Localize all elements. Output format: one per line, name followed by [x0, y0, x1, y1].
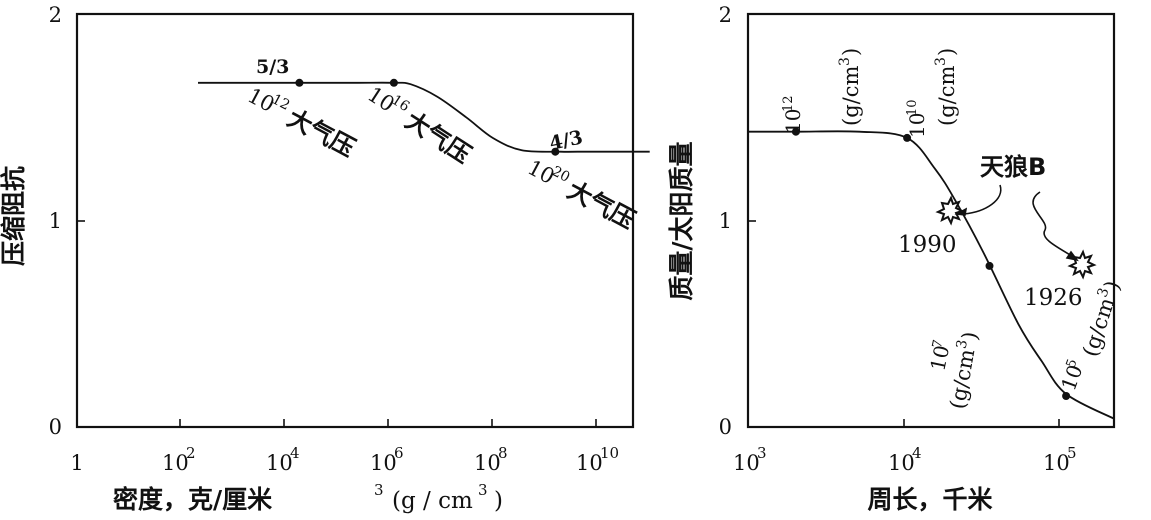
left-data-point-3: [551, 147, 560, 156]
svg-text:10: 10: [733, 451, 760, 475]
svg-text:3: 3: [837, 57, 853, 66]
svg-text:2: 2: [186, 444, 196, 462]
right-y-tick-label-1: 1: [719, 209, 732, 233]
svg-text:12: 12: [781, 95, 796, 112]
right-y-tick-label-2: 2: [719, 3, 732, 27]
right-data-point-4: [1062, 392, 1071, 400]
frac-4-3: 4/3: [547, 126, 584, 154]
svg-text:3: 3: [933, 57, 949, 66]
right-y-tick-label-0: 0: [719, 415, 732, 439]
svg-text:10: 10: [266, 451, 293, 475]
svg-text:8: 8: [498, 444, 508, 462]
sirius-b-1990-marker: [935, 195, 965, 226]
svg-text:10: 10: [370, 451, 397, 475]
left-data-point-1: [295, 78, 304, 87]
left-x-tick-label-10-4: 10 4: [266, 444, 300, 475]
svg-text:12: 12: [269, 91, 292, 113]
svg-text:10: 10: [888, 451, 915, 475]
left-y-tick-label-0: 0: [49, 415, 62, 439]
arrow-to-1990: [963, 184, 1002, 215]
svg-text:10: 10: [1043, 451, 1070, 475]
svg-text:10: 10: [781, 109, 805, 134]
left-x-tick-label-10-8: 10 8: [474, 444, 508, 475]
svg-text:10: 10: [925, 343, 954, 373]
svg-text:(g / cm: (g / cm: [392, 488, 473, 514]
arrowhead-1926: [1065, 250, 1079, 262]
svg-text:(g/cm: (g/cm: [935, 66, 959, 126]
svg-text:大气压: 大气压: [563, 176, 640, 235]
arrowhead-1990: [954, 207, 968, 216]
left-x-tick-label-10-2: 10 2: [162, 444, 196, 475]
left-x-tick-label-10-6: 10 6: [370, 444, 404, 475]
svg-text:): ): [839, 48, 863, 56]
left-series-markers: [295, 78, 560, 156]
density-unit-10-10: (g/cm 3 ): [933, 48, 959, 126]
right-chart: 0 1 2 10 3 10 4 10 5 10 12 (g/cm 3 ): [667, 3, 1125, 514]
arrow-to-1926: [1032, 191, 1073, 257]
frac-5-3: 5/3: [256, 56, 289, 78]
left-y-tick-label-2: 2: [49, 3, 62, 27]
svg-text:20: 20: [549, 163, 572, 185]
right-x-tick-label-10-4: 10 4: [888, 444, 922, 475]
svg-text:10: 10: [905, 99, 920, 116]
left-plot-frame: [75, 12, 635, 429]
pressure-label-10-20: 10 20 大气压: [524, 155, 640, 235]
year-1926-label: 1926: [1024, 285, 1083, 311]
sirius-b-label: 天狼B: [980, 153, 1046, 181]
svg-text:5: 5: [1067, 444, 1077, 462]
density-label-10-7: 10 7: [925, 338, 954, 373]
right-data-point-1: [791, 127, 800, 136]
right-x-axis-title: 周长，千米: [867, 485, 993, 514]
svg-text:大气压: 大气压: [283, 104, 360, 163]
right-series-line: [748, 130, 1115, 420]
left-chart: 0 1 2 1 10 2 10 4 10 6 10 8 10 1: [0, 3, 650, 514]
svg-text:): ): [494, 488, 503, 514]
year-1990-label: 1990: [898, 232, 957, 258]
left-y-axis-title: 压缩阻抗: [0, 166, 28, 266]
svg-text:密度，克/厘米: 密度，克/厘米: [113, 485, 273, 514]
right-x-tick-label-10-5: 10 5: [1043, 444, 1077, 475]
svg-text:4: 4: [912, 444, 922, 462]
svg-text:10: 10: [162, 451, 189, 475]
density-label-10-10: 10 10: [905, 99, 929, 138]
svg-text:10: 10: [474, 451, 501, 475]
left-data-point-2: [389, 78, 398, 87]
svg-text:10: 10: [600, 444, 619, 462]
left-series-line: [198, 81, 650, 153]
right-series-markers: [791, 127, 1071, 400]
density-unit-10-5: (g/cm 3 ): [1078, 278, 1125, 360]
svg-text:3: 3: [757, 444, 767, 462]
left-x-ticks: [179, 419, 597, 427]
svg-text:7: 7: [930, 338, 946, 349]
svg-text:4: 4: [290, 444, 300, 462]
svg-text:(g/cm: (g/cm: [839, 66, 863, 126]
svg-text:3: 3: [374, 481, 384, 499]
svg-text:3: 3: [478, 481, 488, 499]
right-x-tick-label-10-3: 10 3: [733, 444, 767, 475]
svg-text:3: 3: [954, 338, 971, 350]
left-x-axis-title: 密度，克/厘米 3 (g / cm 3 ): [113, 481, 503, 514]
pressure-label-10-12: 10 12 大气压: [244, 83, 360, 163]
svg-text:): ): [935, 48, 959, 56]
right-y-axis-title: 质量/太阳质量: [667, 141, 696, 300]
svg-text:10: 10: [905, 113, 929, 138]
pressure-label-10-16: 10 16 大气压: [363, 82, 476, 169]
density-unit-10-12: (g/cm 3 ): [837, 48, 863, 126]
left-y-tick-label-1: 1: [49, 209, 62, 233]
left-x-tick-label-1: 1: [70, 451, 83, 475]
svg-text:6: 6: [394, 444, 404, 462]
density-label-10-5: 10 5: [1056, 357, 1087, 394]
svg-text:10: 10: [576, 451, 603, 475]
right-data-point-2: [903, 133, 912, 142]
density-label-10-12: 10 12: [781, 95, 805, 134]
right-data-point-3: [985, 261, 994, 270]
left-x-tick-label-10-10: 10 10: [576, 444, 619, 475]
